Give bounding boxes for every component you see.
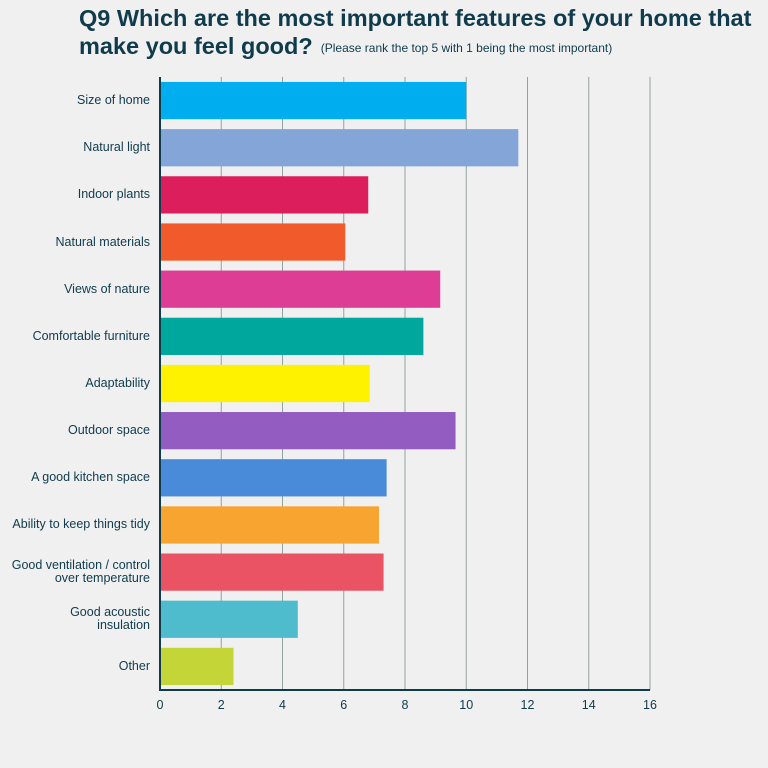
bar (160, 317, 424, 355)
x-tick-label: 8 (402, 698, 409, 712)
category-label-line: Good acoustic (70, 605, 150, 620)
x-tick-label: 16 (643, 698, 657, 712)
bars (160, 81, 519, 686)
category-label: Ability to keep things tidy (0, 518, 150, 531)
category-label: Size of home (0, 94, 150, 107)
category-label: Views of nature (0, 281, 150, 296)
category-label-line: Ability to keep things tidy (12, 517, 150, 532)
category-label: Good ventilation / control over temperatu… (0, 559, 150, 585)
bar (160, 647, 234, 686)
chart-title-text: Q9 Which are the most important features… (79, 5, 752, 59)
bar (160, 364, 370, 403)
category-label-line: over temperature (54, 571, 150, 586)
bar (160, 223, 346, 261)
category-label-line: Size of home (77, 93, 150, 108)
x-tick-label: 0 (157, 698, 164, 712)
category-label-line: Good ventilation / control (11, 558, 150, 573)
category-label-line: Natural light (83, 140, 150, 155)
bar (160, 459, 387, 497)
category-label: Outdoor space (0, 424, 150, 437)
bar (160, 553, 384, 591)
chart-title: Q9 Which are the most important features… (79, 4, 759, 62)
category-label-line: insulation (97, 618, 150, 633)
bar (160, 129, 519, 167)
x-tick-label: 10 (459, 698, 473, 712)
category-label: Indoor plants (0, 188, 150, 201)
category-label-line: A good kitchen space (31, 470, 150, 485)
bar (160, 81, 467, 120)
bar (160, 412, 456, 450)
x-tick-label: 6 (340, 698, 347, 712)
bar (160, 176, 369, 214)
category-label-line: Indoor plants (77, 187, 150, 202)
axes (159, 77, 650, 691)
bar (160, 600, 298, 638)
x-tick-label: 4 (279, 698, 286, 712)
chart-subtitle: (Please rank the top 5 with 1 being the … (320, 41, 613, 55)
category-label: Other (0, 658, 150, 673)
category-label: Comfortable furniture (0, 328, 150, 343)
bar (160, 506, 379, 544)
category-label: Adaptability (0, 377, 150, 390)
category-label-line: Views of nature (64, 281, 150, 296)
category-label: A good kitchen space (0, 471, 150, 484)
x-tick-label: 14 (582, 698, 596, 712)
category-label-line: Adaptability (85, 376, 150, 390)
category-label: Good acoustic insulation (0, 606, 150, 632)
category-label-line: Natural materials (55, 234, 150, 249)
bar (160, 270, 441, 308)
x-tick-label: 2 (218, 698, 225, 712)
category-label-line: Comfortable furniture (32, 328, 150, 343)
category-label: Natural light (0, 141, 150, 154)
category-label: Natural materials (0, 234, 150, 249)
category-label-line: Other (118, 658, 150, 673)
category-label-line: Outdoor space (68, 423, 150, 438)
x-tick-label: 12 (521, 698, 535, 712)
x-tick-labels: 0 2 4 6 8 10 12 14 16 (157, 698, 657, 712)
